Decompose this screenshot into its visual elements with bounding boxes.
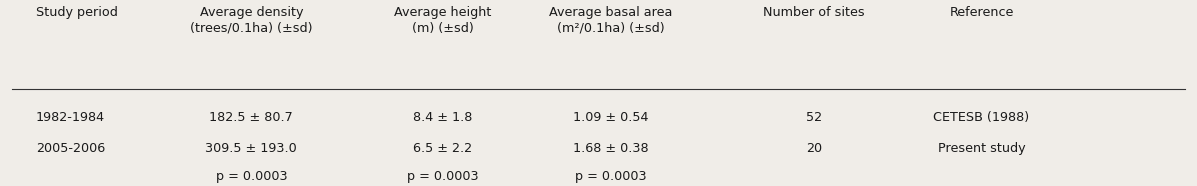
Text: 309.5 ± 193.0: 309.5 ± 193.0 bbox=[206, 142, 297, 155]
Text: 2005-2006: 2005-2006 bbox=[36, 142, 105, 155]
Text: 182.5 ± 80.7: 182.5 ± 80.7 bbox=[209, 111, 293, 124]
Text: 52: 52 bbox=[806, 111, 822, 124]
Text: CETESB (1988): CETESB (1988) bbox=[934, 111, 1029, 124]
Text: p = 0.0003: p = 0.0003 bbox=[407, 170, 479, 183]
Text: Reference: Reference bbox=[949, 6, 1014, 19]
Text: Average density
(trees/0.1ha) (±sd): Average density (trees/0.1ha) (±sd) bbox=[190, 6, 312, 35]
Text: p = 0.0003: p = 0.0003 bbox=[575, 170, 646, 183]
Text: p = 0.0003: p = 0.0003 bbox=[215, 170, 287, 183]
Text: 8.4 ± 1.8: 8.4 ± 1.8 bbox=[413, 111, 473, 124]
Text: Present study: Present study bbox=[937, 142, 1026, 155]
Text: 6.5 ± 2.2: 6.5 ± 2.2 bbox=[413, 142, 473, 155]
Text: 1.09 ± 0.54: 1.09 ± 0.54 bbox=[572, 111, 649, 124]
Text: Study period: Study period bbox=[36, 6, 117, 19]
Text: 20: 20 bbox=[806, 142, 822, 155]
Text: Average height
(m) (±sd): Average height (m) (±sd) bbox=[394, 6, 492, 35]
Text: 1982-1984: 1982-1984 bbox=[36, 111, 105, 124]
Text: 1.68 ± 0.38: 1.68 ± 0.38 bbox=[572, 142, 649, 155]
Text: Average basal area
(m²/0.1ha) (±sd): Average basal area (m²/0.1ha) (±sd) bbox=[548, 6, 673, 35]
Text: Number of sites: Number of sites bbox=[764, 6, 864, 19]
